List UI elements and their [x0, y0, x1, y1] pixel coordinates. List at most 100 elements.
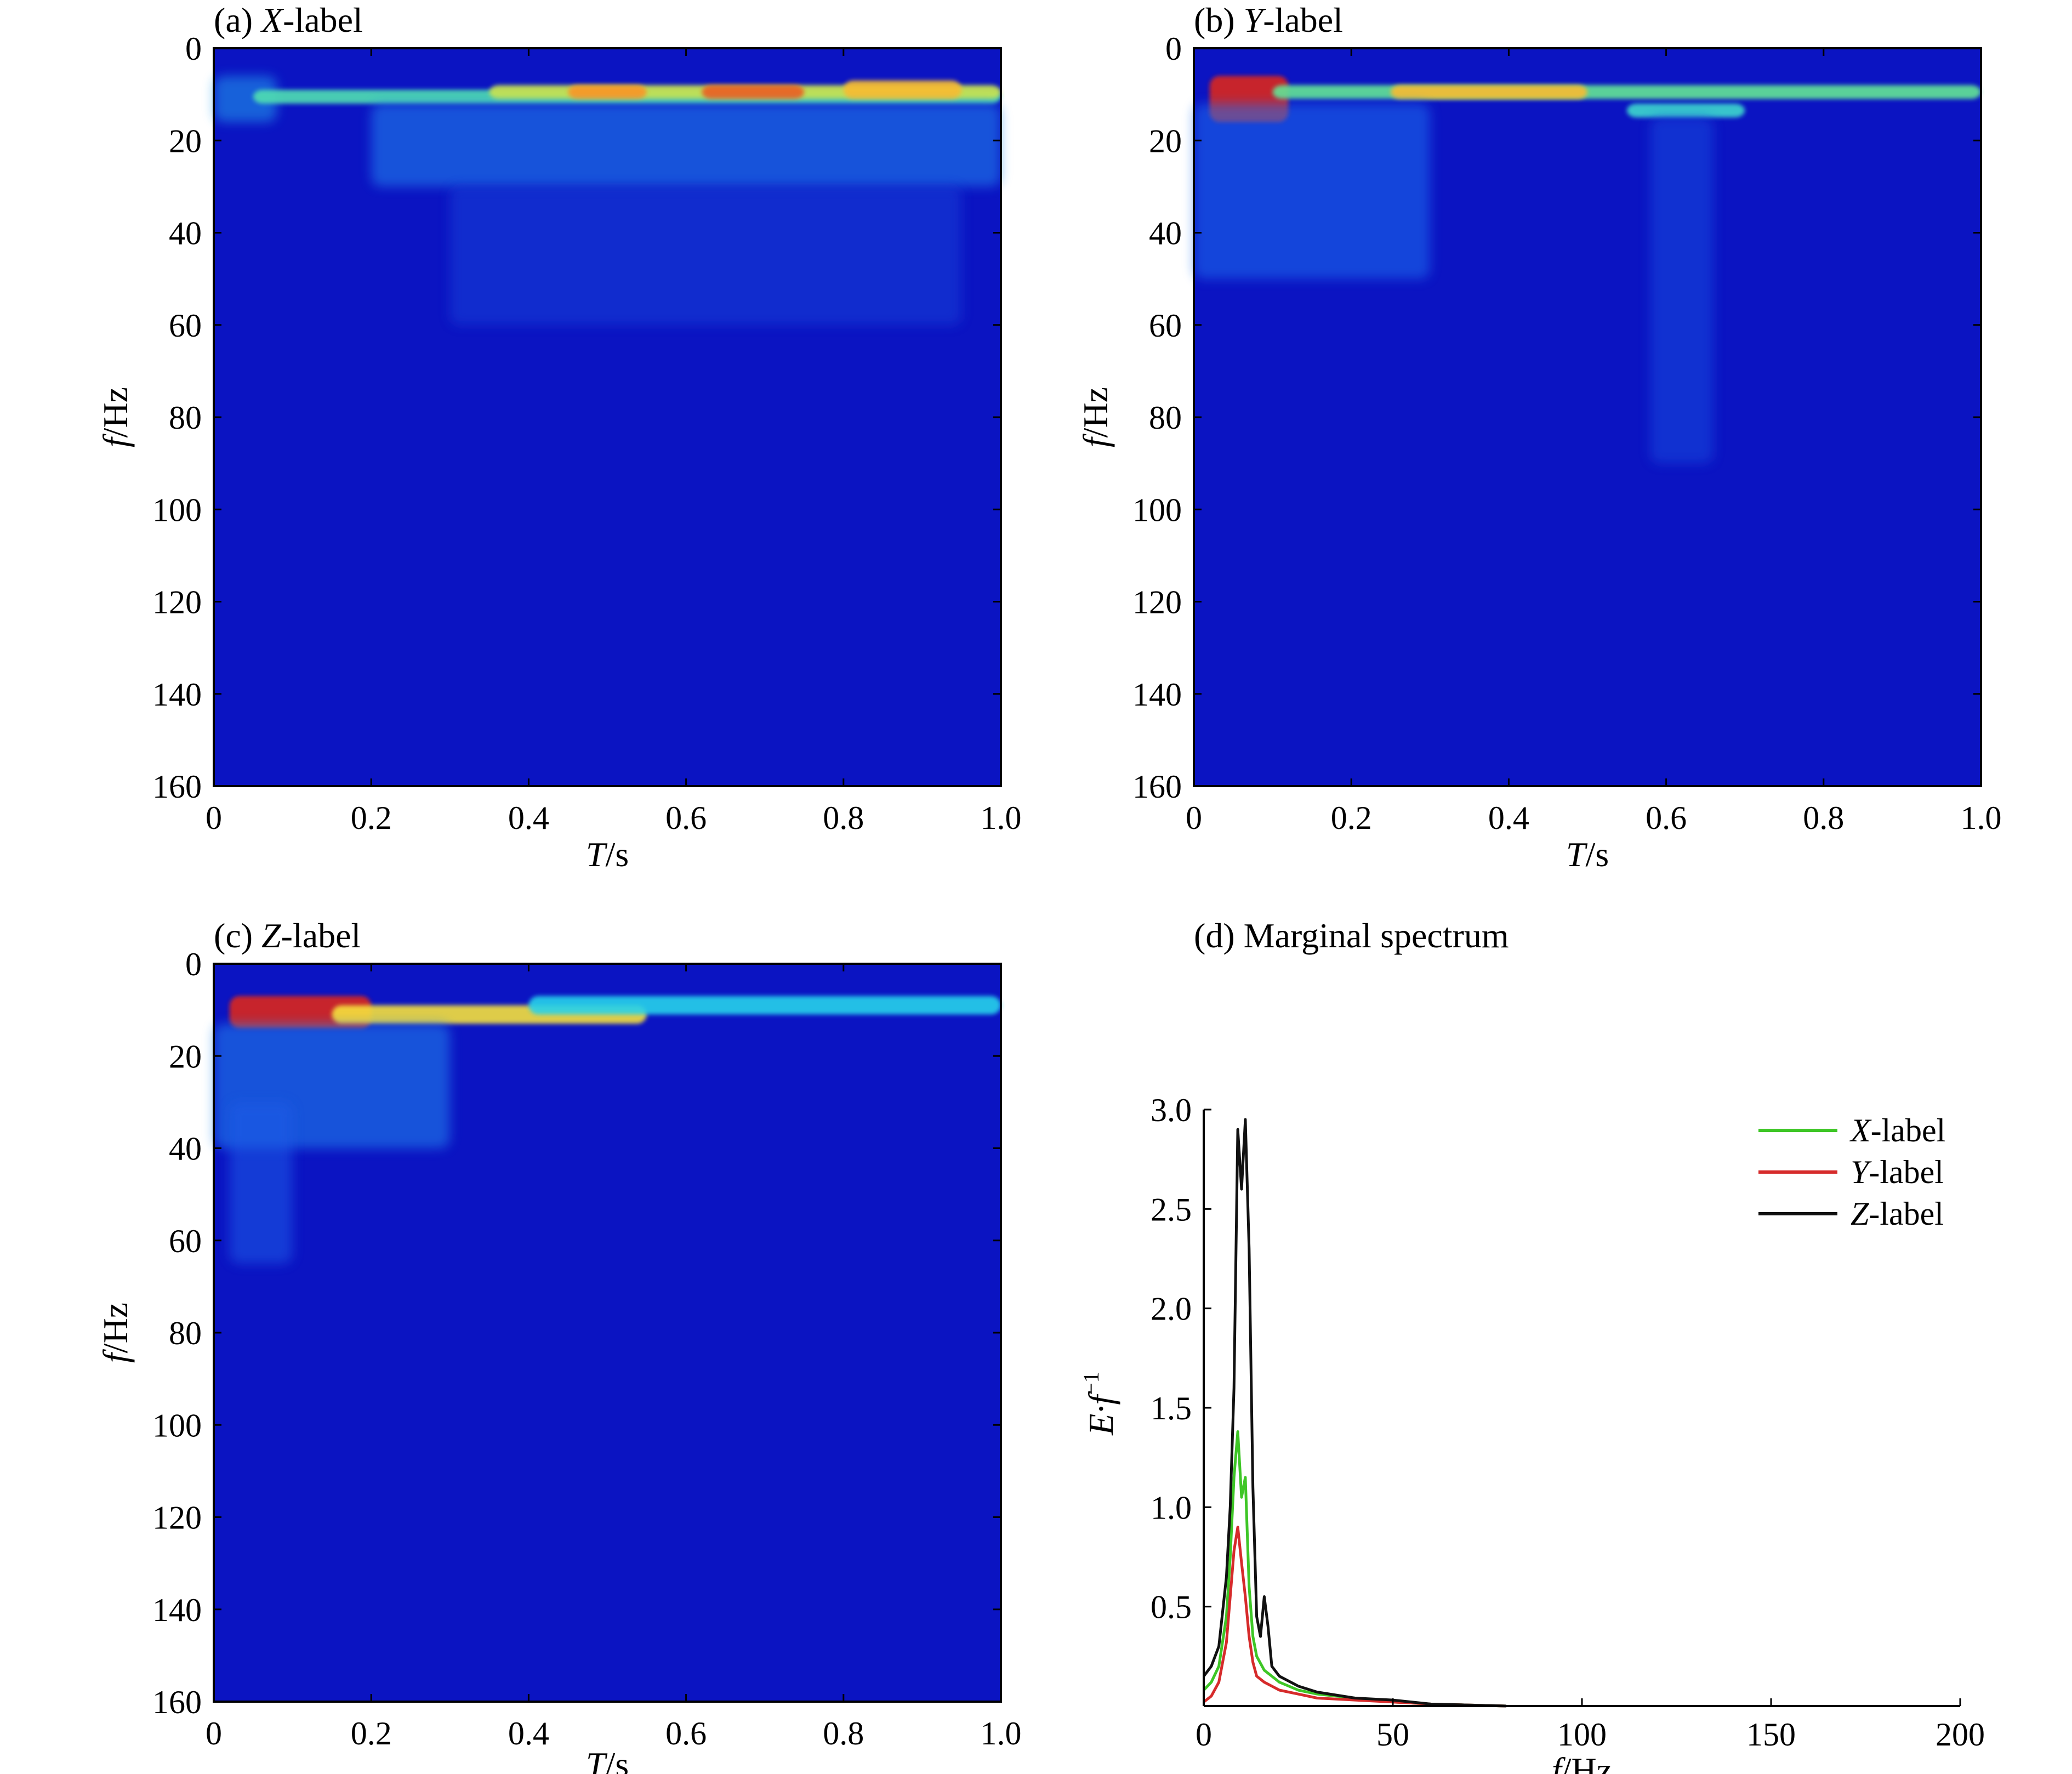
panel-b-y-label-spectrogram: (b) Y-label 0 20 40 60 80 100 120 140 160 0 0.2 0.…: [1076, 1, 2002, 874]
panel-d-title: (d) Marginal spectrum: [1194, 916, 1509, 955]
panel-b-energy-band: [1194, 103, 1430, 279]
panel-c-z-label-spectrogram: (c) Z-label 0 20 40 60 80 100 120 140 160 0 0.2 0.…: [96, 916, 1022, 1774]
panel-a-x-axis-ticks: 0 0.2 0.4 0.6 0.8 1.0: [206, 48, 1022, 836]
panel-a-y-tick-label: 160: [152, 769, 202, 805]
panel-c-energy-band: [229, 1102, 293, 1264]
panel-c-y-tick-label: 160: [152, 1684, 202, 1720]
panel-a-y-axis-ticks: 0 20 40 60 80 100 120 140 160: [152, 31, 1001, 805]
panel-d-x-tick-label: 150: [1746, 1716, 1796, 1753]
panel-d-y-tick-label: 0.5: [1151, 1589, 1192, 1625]
panel-a-x-tick-label: 0.4: [508, 800, 549, 836]
panel-b-x-tick-label: 0.8: [1803, 800, 1844, 836]
legend-label-z-label: Z-label: [1851, 1196, 1944, 1232]
panel-d-x-tick-label: 50: [1376, 1716, 1409, 1753]
panel-c-energy-band: [528, 996, 1001, 1015]
panel-b-y-tick-label: 0: [1165, 31, 1182, 67]
panel-c-y-tick-label: 80: [169, 1315, 202, 1351]
panel-a-energy-band: [702, 85, 804, 99]
series-line-z-label: [1203, 1118, 1507, 1708]
panel-d-x-axis-ticks: 0 50 100 150 200: [1196, 1698, 1985, 1753]
panel-a-y-tick-label: 0: [185, 31, 202, 67]
panel-d-x-tick-label: 0: [1196, 1716, 1212, 1753]
panel-a-energy-band: [449, 186, 962, 325]
panel-a-x-tick-label: 1.0: [981, 800, 1022, 836]
panel-b-x-axis-ticks: 0 0.2 0.4 0.6 0.8 1.0: [1186, 48, 2002, 836]
panel-c-y-tick-label: 0: [185, 946, 202, 982]
panel-a-energy-band: [843, 80, 962, 99]
panel-c-energy-bands: [214, 996, 1001, 1264]
panel-b-x-tick-label: 0.6: [1646, 800, 1687, 836]
panel-a-x-axis-label: T/s: [586, 835, 629, 874]
panel-a-y-tick-label: 120: [152, 584, 202, 621]
panel-a-energy-band: [568, 85, 647, 99]
panel-d-legend: X-label Y-label Z-label: [1758, 1112, 1945, 1232]
panel-b-x-axis-label: T/s: [1566, 835, 1609, 874]
panel-d-marginal-spectrum: (d) Marginal spectrum 0.5 1.0 1.5 2.0 2.5 3.0…: [1079, 916, 1985, 1774]
panel-a-x-tick-label: 0: [206, 800, 222, 836]
panel-b-x-tick-label: 0: [1186, 800, 1202, 836]
panel-c-x-tick-label: 0.6: [665, 1715, 707, 1752]
panel-a-energy-band: [214, 76, 277, 122]
panel-b-x-tick-label: 0.4: [1488, 800, 1529, 836]
panel-c-y-tick-label: 120: [152, 1500, 202, 1536]
panel-b-y-tick-label: 20: [1149, 123, 1182, 159]
panel-a-x-label-spectrogram: (a) X-label 0 20 40 60 80 100 120 140 160 0 0.2 0.…: [96, 1, 1022, 874]
panel-c-x-tick-label: 0.2: [351, 1715, 392, 1752]
panel-b-y-tick-label: 60: [1149, 308, 1182, 344]
panel-a-y-tick-label: 40: [169, 215, 202, 252]
panel-b-energy-band: [1391, 85, 1587, 99]
panel-a-x-tick-label: 0.6: [665, 800, 707, 836]
panel-c-y-tick-label: 20: [169, 1038, 202, 1074]
panel-c-title: (c) Z-label: [214, 916, 361, 955]
panel-a-energy-bands: [214, 76, 1001, 325]
panel-a-x-tick-label: 0.2: [351, 800, 392, 836]
panel-c-x-tick-label: 0: [206, 1715, 222, 1752]
panel-d-x-tick-label: 200: [1936, 1716, 1985, 1753]
series-line-x-label: [1203, 1430, 1507, 1708]
panel-c-x-axis-label: T/s: [586, 1745, 629, 1774]
panel-a-y-tick-label: 20: [169, 123, 202, 159]
panel-b-energy-band: [1650, 117, 1714, 464]
panel-b-y-tick-label: 140: [1132, 676, 1182, 713]
legend-label-y-label: Y-label: [1851, 1154, 1944, 1190]
panel-d-series-lines: [1203, 1118, 1507, 1708]
legend-label-x-label: X-label: [1849, 1112, 1945, 1148]
panel-d-x-axis-label: f/Hz: [1552, 1750, 1612, 1774]
panel-b-title: (b) Y-label: [1194, 1, 1343, 39]
panel-c-x-tick-label: 1.0: [981, 1715, 1022, 1752]
panel-a-y-axis-label: f/Hz: [96, 387, 135, 447]
panel-a-x-tick-label: 0.8: [823, 800, 864, 836]
panel-b-y-tick-label: 100: [1132, 492, 1182, 528]
panel-a-y-tick-label: 60: [169, 308, 202, 344]
panel-c-y-tick-label: 140: [152, 1592, 202, 1628]
panel-d-y-tick-label: 2.5: [1151, 1191, 1192, 1227]
panel-d-x-tick-label: 100: [1557, 1716, 1607, 1753]
panel-b-energy-band: [1272, 85, 1981, 99]
panel-d-y-tick-label: 3.0: [1151, 1092, 1192, 1128]
panel-a-y-tick-label: 140: [152, 676, 202, 713]
panel-a-y-tick-label: 80: [169, 400, 202, 436]
panel-d-y-axis-ticks: 0.5 1.0 1.5 2.0 2.5 3.0: [1151, 1092, 1211, 1625]
panel-c-y-tick-label: 40: [169, 1131, 202, 1167]
panel-c-x-tick-label: 0.8: [823, 1715, 864, 1752]
panel-b-y-tick-label: 40: [1149, 215, 1182, 252]
panel-c-x-axis-ticks: 0 0.2 0.4 0.6 0.8 1.0: [206, 964, 1022, 1752]
series-line-y-label: [1203, 1526, 1507, 1708]
panel-b-energy-bands: [1194, 76, 1981, 464]
panel-a-title: (a) X-label: [214, 1, 363, 39]
panel-a-energy-band: [371, 103, 1001, 187]
panel-b-x-tick-label: 0.2: [1331, 800, 1372, 836]
panel-c-y-axis-ticks: 0 20 40 60 80 100 120 140 160: [152, 946, 1001, 1720]
panel-d-y-tick-label: 1.0: [1151, 1489, 1192, 1526]
panel-b-y-tick-label: 120: [1132, 584, 1182, 621]
panel-d-y-tick-label: 1.5: [1151, 1390, 1192, 1426]
panel-c-x-tick-label: 0.4: [508, 1715, 549, 1752]
panel-c-y-tick-label: 60: [169, 1223, 202, 1259]
panel-a-y-tick-label: 100: [152, 492, 202, 528]
panel-b-y-axis-label: f/Hz: [1076, 387, 1115, 447]
panel-b-x-tick-label: 1.0: [1961, 800, 2002, 836]
panel-b-y-axis-ticks: 0 20 40 60 80 100 120 140 160: [1132, 31, 1981, 805]
panel-c-y-axis-label: f/Hz: [96, 1303, 135, 1363]
panel-d-y-tick-label: 2.0: [1151, 1291, 1192, 1327]
